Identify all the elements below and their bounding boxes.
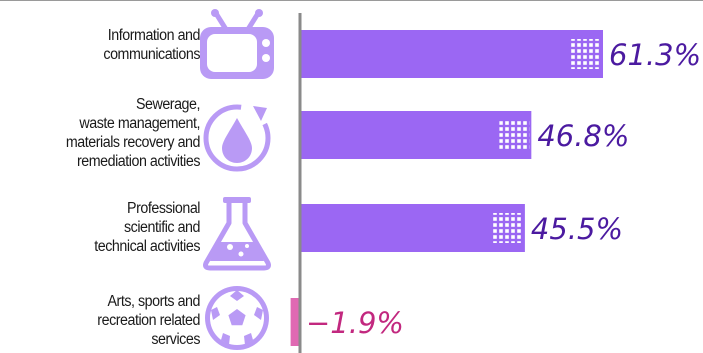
bar-3 (300, 204, 525, 252)
bar-4 (290, 298, 300, 346)
soccer-ball-icon (205, 286, 269, 350)
value-label-3: 45.5% (531, 212, 623, 246)
bar-grid-icon-1 (571, 39, 601, 69)
category-label-3: Professional scientific and technical ac… (94, 200, 200, 255)
category-label-1: Information and communications (103, 27, 200, 63)
lab-flask-icon (203, 197, 271, 271)
value-label-4: −1.9% (306, 306, 404, 340)
bar-1 (300, 30, 603, 78)
bar-2 (300, 111, 532, 159)
value-labels-group: 61.3% 46.8% 45.5% −1.9% (306, 38, 701, 340)
bars-group (290, 30, 603, 346)
value-label-1: 61.3% (609, 38, 701, 72)
top-border (0, 0, 703, 1)
tv-icon (200, 9, 274, 79)
category-label-4: Arts, sports and recreation related serv… (97, 293, 200, 348)
value-label-2: 46.8% (537, 119, 629, 153)
category-label-2: Sewerage, waste management, materials re… (65, 96, 201, 170)
bar-grid-icon-2 (499, 120, 530, 150)
water-drop-recycle-icon (203, 104, 271, 172)
bar-grid-icon-3 (492, 213, 523, 243)
